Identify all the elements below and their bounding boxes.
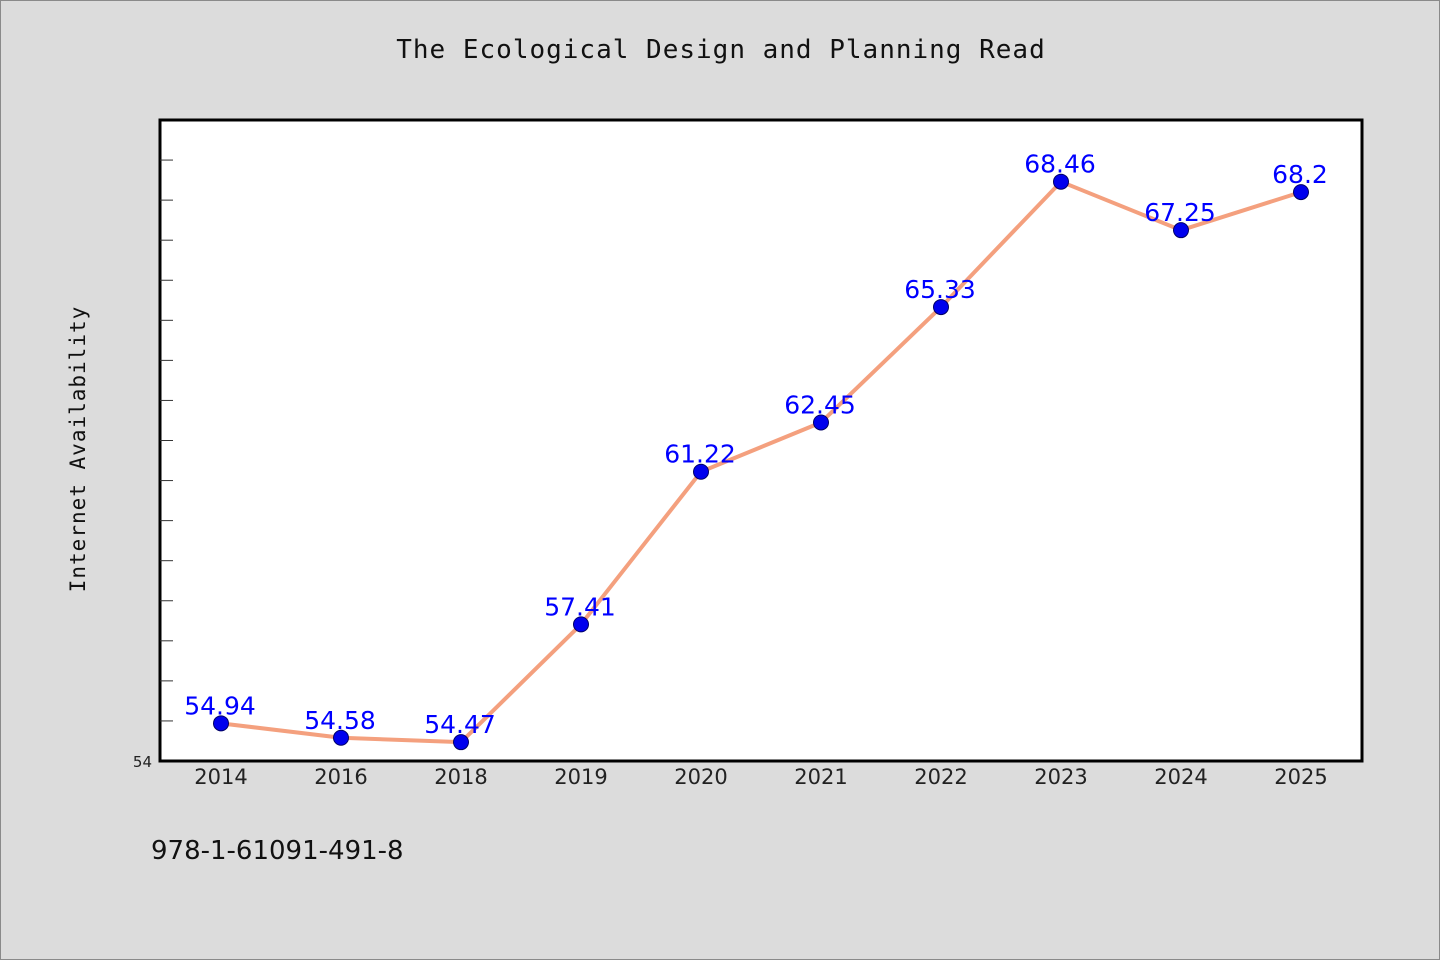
x-tick-label: 2018: [434, 765, 487, 789]
series-group: [213, 173, 1309, 751]
data-label: 61.22: [664, 440, 736, 469]
x-tick-label: 2022: [914, 765, 967, 789]
x-tick-label: 2020: [674, 765, 727, 789]
data-label: 54.94: [184, 691, 256, 720]
data-point: [693, 463, 709, 480]
data-point: [333, 729, 349, 746]
axis-ticks: [160, 159, 173, 722]
data-label: 62.45: [784, 390, 856, 419]
data-point: [1053, 173, 1069, 190]
data-point: [1293, 184, 1309, 201]
x-tick-label: 2025: [1274, 765, 1327, 789]
data-label: 54.47: [424, 710, 496, 739]
data-point: [1173, 222, 1189, 239]
x-tick-label: 2021: [794, 765, 847, 789]
isbn-note: 978-1-61091-491-8: [151, 836, 404, 866]
x-tick-label: 2014: [194, 765, 247, 789]
data-point: [933, 299, 949, 316]
data-label: 54.58: [304, 706, 376, 735]
y-tick-labels: 54: [133, 753, 152, 771]
data-label: 67.25: [1144, 198, 1216, 227]
x-tick-label: 2016: [314, 765, 367, 789]
data-label: 68.46: [1024, 150, 1096, 179]
data-point: [453, 734, 469, 751]
data-label: 68.2: [1272, 160, 1328, 189]
y-tick-label: 54: [133, 753, 152, 771]
data-label: 65.33: [904, 275, 976, 304]
x-tick-labels: 2014 2016 2018 2019 2020 2021 2022 2023 2024 2025: [194, 765, 1327, 789]
data-point: [813, 414, 829, 431]
data-point: [573, 616, 589, 633]
data-labels: 54.94 54.58 54.47 57.41 61.22 62.45 65.33 68.46…: [184, 150, 1328, 739]
x-tick-label: 2024: [1154, 765, 1207, 789]
data-point: [213, 715, 229, 732]
chart-title: The Ecological Design and Planning Read: [396, 35, 1046, 65]
data-label: 57.41: [544, 592, 616, 621]
x-tick-label: 2023: [1034, 765, 1087, 789]
x-tick-label: 2019: [554, 765, 607, 789]
plot-area: [158, 118, 1364, 763]
series-line: [219, 179, 1303, 745]
